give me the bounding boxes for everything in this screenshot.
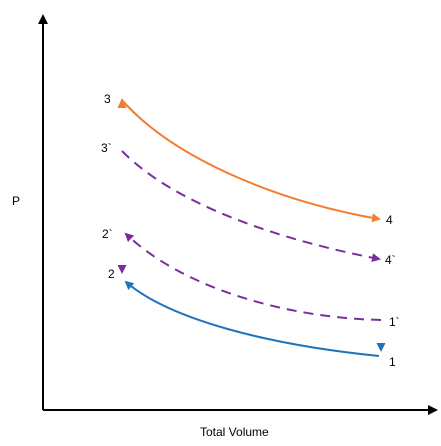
x-axis-label: Total Volume [200,425,269,439]
point-label-2-prime: 2` [102,227,113,241]
point-label-3-prime: 3` [101,141,112,155]
y-axis-label: P [12,194,20,208]
point-label-1-prime: 1` [389,315,400,329]
point-label-2: 2 [108,267,115,281]
point-label-3: 3 [104,92,111,106]
expansion-start-arrow [117,98,127,108]
compression-curve [124,280,380,357]
alt-compression-curve [124,232,382,321]
point-label-1: 1 [389,355,396,369]
point-label-4: 4 [386,213,393,227]
alt-expansion-curve [121,150,381,263]
point-label-4-prime: 4` [385,253,396,267]
expansion-curve [121,99,381,223]
